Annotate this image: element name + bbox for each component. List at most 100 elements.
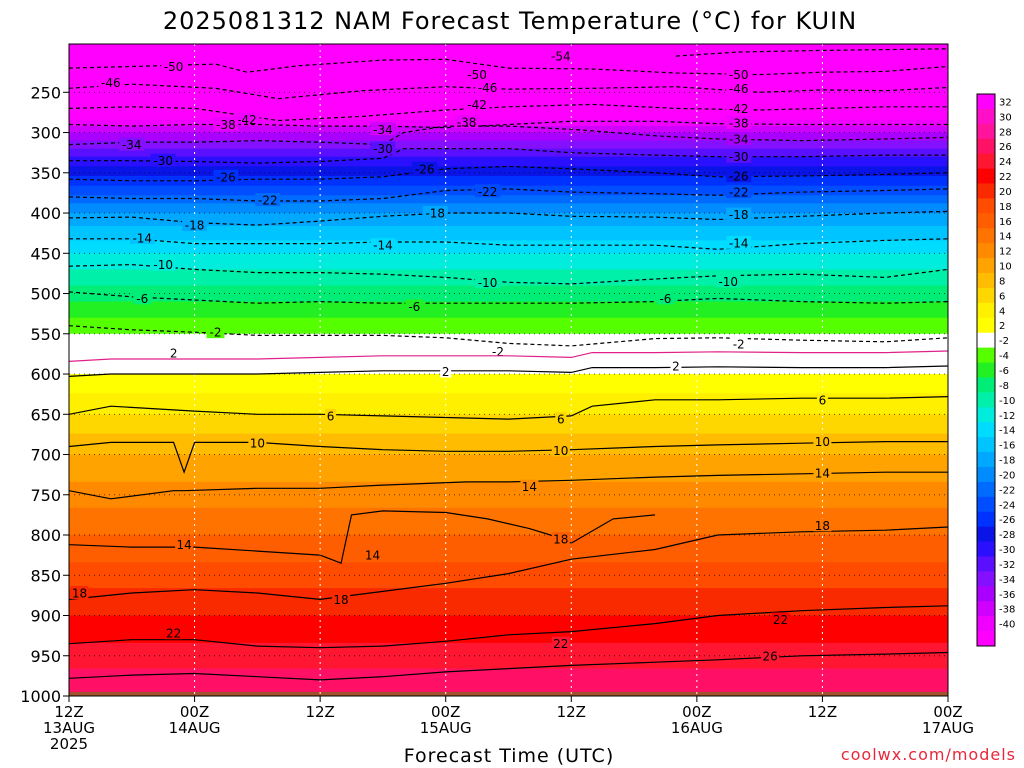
contour-label: 14 [365, 549, 380, 563]
contour-label-bg [325, 408, 337, 422]
colorbar-label: 24 [999, 157, 1012, 168]
contour-label: -22 [478, 185, 498, 199]
contour-label-bg [726, 131, 752, 145]
contour-label: -14 [373, 239, 393, 253]
temperature-band [69, 353, 948, 356]
colorbar-swatch [977, 377, 995, 393]
temperature-band [69, 219, 948, 222]
colorbar-swatch [977, 422, 995, 438]
temperature-band [69, 111, 948, 114]
colorbar-label: 6 [999, 291, 1005, 302]
contour-line [69, 165, 948, 182]
temperature-band [69, 52, 948, 55]
temperature-band [69, 646, 948, 649]
temperature-band [69, 227, 948, 230]
contour-label-bg [726, 235, 752, 249]
temperature-band [69, 639, 948, 642]
temperature-band [69, 448, 948, 451]
temperature-band [69, 275, 948, 279]
contour-label-bg [520, 479, 539, 493]
contour-label: 10 [815, 435, 830, 449]
temperature-band [69, 544, 948, 547]
contour-line [69, 291, 948, 304]
temperature-band [69, 567, 948, 570]
temperature-band [69, 591, 948, 594]
temperature-band [69, 71, 948, 74]
colorbar-label: 30 [999, 112, 1012, 123]
temperature-band [69, 676, 948, 679]
temperature-band [69, 586, 948, 589]
temperature-band [69, 296, 948, 300]
temperature-band [69, 525, 948, 528]
temperature-band [69, 512, 948, 515]
contour-label: -30 [153, 154, 173, 168]
temperature-band [69, 535, 948, 538]
temperature-band [69, 670, 948, 673]
temperature-band [69, 132, 948, 135]
temperature-band [69, 555, 948, 559]
temperature-band [69, 628, 948, 631]
temperature-band [69, 493, 948, 496]
temperature-band [69, 601, 948, 604]
y-tick-label: 350 [30, 164, 61, 183]
temperature-band [69, 570, 948, 573]
contour-label-bg [670, 358, 682, 372]
contour-label: -26 [415, 162, 435, 176]
contour-label: 18 [72, 586, 87, 600]
temperature-band [69, 425, 948, 428]
temperature-band [69, 301, 948, 304]
temperature-band [69, 514, 948, 517]
temperature-band [69, 660, 948, 663]
ground-surface [69, 691, 948, 696]
colorbar-label: -14 [999, 426, 1015, 437]
temperature-band [69, 332, 948, 335]
temperature-band [69, 317, 948, 320]
colorbar-swatch [977, 616, 995, 632]
temperature-band [69, 343, 948, 346]
temperature-band [69, 274, 948, 277]
temperature-band [69, 638, 948, 641]
temperature-band [69, 641, 948, 644]
colorbar-label: -18 [999, 456, 1015, 467]
temperature-band [69, 543, 948, 546]
colorbar-label: 26 [999, 142, 1012, 153]
temperature-band [69, 208, 948, 211]
colorbar-label: -24 [999, 500, 1015, 511]
x-tick-label: 13AUG [43, 719, 95, 737]
y-tick-label: 250 [30, 83, 61, 102]
temperature-band [69, 174, 948, 177]
x-tick-label: 00Z [933, 703, 962, 721]
temperature-band [69, 182, 948, 185]
temperature-band [69, 230, 948, 234]
contour-label-bg [489, 344, 508, 358]
temperature-band [69, 248, 948, 251]
temperature-band [69, 116, 948, 119]
y-tick-label: 900 [30, 607, 61, 626]
contour-label: 10 [250, 437, 265, 451]
temperature-band [69, 443, 948, 446]
temperature-band [69, 655, 948, 659]
temperature-band [69, 391, 948, 395]
contour-label: -54 [551, 50, 571, 64]
temperature-band [69, 188, 948, 192]
colorbar-label: -34 [999, 575, 1015, 586]
colorbar-swatch [977, 586, 995, 602]
temperature-band [69, 560, 948, 564]
contour-label-bg [551, 532, 570, 546]
temperature-band [69, 504, 948, 507]
contour-label-bg [332, 592, 351, 606]
source-credit: coolwx.com/models [841, 745, 1016, 764]
temperature-band [69, 253, 948, 256]
temperature-band [69, 423, 948, 427]
temperature-band [69, 72, 948, 76]
temperature-band [69, 97, 948, 100]
temperature-band [69, 457, 948, 461]
temperature-band [69, 211, 948, 214]
temperature-band [69, 607, 948, 610]
temperature-band [69, 209, 948, 213]
contour-label: 6 [557, 413, 565, 427]
temperature-band [69, 92, 948, 95]
temperature-band [69, 314, 948, 317]
temperature-band [69, 118, 948, 121]
contour-label: 26 [762, 649, 777, 663]
